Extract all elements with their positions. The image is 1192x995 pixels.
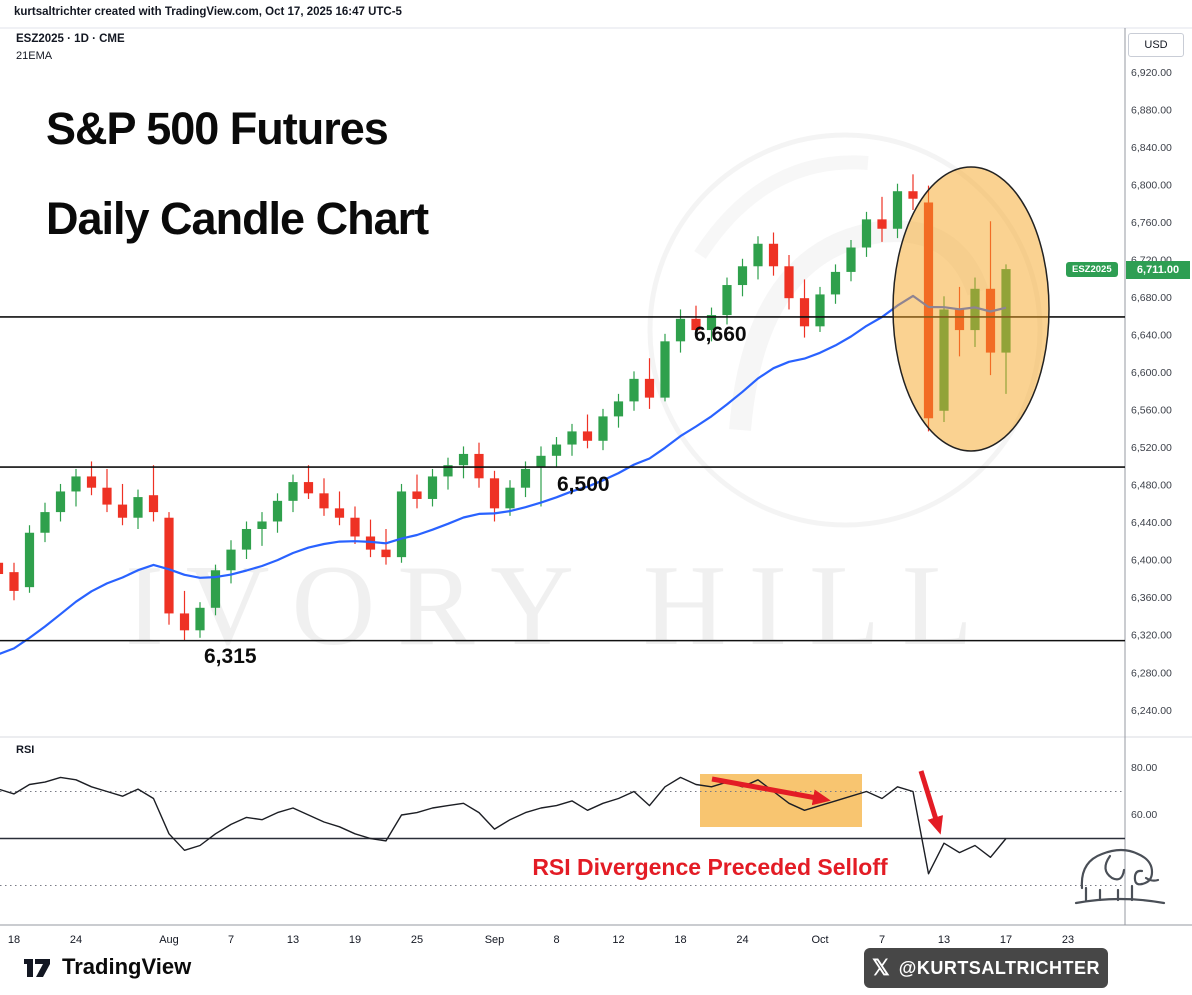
svg-text:6,560.00: 6,560.00 — [1131, 405, 1172, 417]
currency-selector[interactable]: USD — [1128, 33, 1184, 57]
svg-text:6,640.00: 6,640.00 — [1131, 329, 1172, 341]
svg-text:6,240.00: 6,240.00 — [1131, 705, 1172, 717]
rsi-divergence-annotation: RSI Divergence Preceded Selloff — [532, 854, 888, 880]
svg-text:12: 12 — [612, 934, 624, 946]
svg-text:6,880.00: 6,880.00 — [1131, 104, 1172, 116]
series-label-badge: ESZ2025 — [1066, 262, 1118, 277]
svg-text:18: 18 — [674, 934, 686, 946]
svg-text:Aug: Aug — [159, 934, 179, 946]
tradingview-brand-link[interactable]: TradingView — [22, 952, 191, 982]
chart-title-line1: S&P 500 Futures — [46, 103, 389, 154]
ema-indicator-label[interactable]: 21EMA — [16, 50, 53, 62]
last-price-label: 6,711.00 — [1126, 261, 1190, 279]
svg-text:6,800.00: 6,800.00 — [1131, 179, 1172, 191]
svg-text:19: 19 — [349, 934, 361, 946]
svg-text:24: 24 — [736, 934, 748, 946]
svg-text:6,680.00: 6,680.00 — [1131, 292, 1172, 304]
x-logo-icon: 𝕏 — [872, 955, 890, 980]
svg-text:8: 8 — [553, 934, 559, 946]
svg-text:6,440.00: 6,440.00 — [1131, 517, 1172, 529]
svg-text:6,480.00: 6,480.00 — [1131, 480, 1172, 492]
svg-text:6,280.00: 6,280.00 — [1131, 667, 1172, 679]
svg-text:7: 7 — [879, 934, 885, 946]
credit-line: kurtsaltrichter created with TradingView… — [14, 6, 402, 18]
svg-text:80.00: 80.00 — [1131, 762, 1157, 774]
svg-text:13: 13 — [938, 934, 950, 946]
svg-text:6,920.00: 6,920.00 — [1131, 67, 1172, 79]
twitter-handle-text: @KURTSALTRICHTER — [898, 957, 1100, 978]
elephant-logo — [1074, 848, 1166, 905]
svg-text:6,500: 6,500 — [557, 473, 610, 496]
tradingview-brand-text: TradingView — [62, 954, 192, 979]
svg-text:6,760.00: 6,760.00 — [1131, 217, 1172, 229]
tradingview-logo-icon — [24, 959, 50, 977]
svg-text:60.00: 60.00 — [1131, 809, 1157, 821]
svg-text:6,600.00: 6,600.00 — [1131, 367, 1172, 379]
svg-text:25: 25 — [411, 934, 423, 946]
svg-text:6,660: 6,660 — [694, 323, 747, 346]
svg-text:6,520.00: 6,520.00 — [1131, 442, 1172, 454]
svg-text:18: 18 — [8, 934, 20, 946]
twitter-handle-badge[interactable]: 𝕏 @KURTSALTRICHTER — [864, 948, 1108, 988]
svg-text:6,320.00: 6,320.00 — [1131, 630, 1172, 642]
svg-text:6,360.00: 6,360.00 — [1131, 592, 1172, 604]
symbol-info[interactable]: ESZ2025 · 1D · CME — [16, 33, 125, 45]
svg-text:Oct: Oct — [811, 934, 828, 946]
svg-text:Sep: Sep — [485, 934, 505, 946]
svg-text:6,315: 6,315 — [204, 645, 257, 668]
svg-text:6,400.00: 6,400.00 — [1131, 555, 1172, 567]
svg-text:17: 17 — [1000, 934, 1012, 946]
chart-title-line2: Daily Candle Chart — [46, 193, 429, 244]
svg-text:24: 24 — [70, 934, 82, 946]
svg-text:6,840.00: 6,840.00 — [1131, 142, 1172, 154]
chart-title: S&P 500 Futures Daily Candle Chart — [46, 84, 429, 264]
svg-text:13: 13 — [287, 934, 299, 946]
rsi-panel-label[interactable]: RSI — [16, 744, 35, 756]
svg-text:23: 23 — [1062, 934, 1074, 946]
svg-text:7: 7 — [228, 934, 234, 946]
